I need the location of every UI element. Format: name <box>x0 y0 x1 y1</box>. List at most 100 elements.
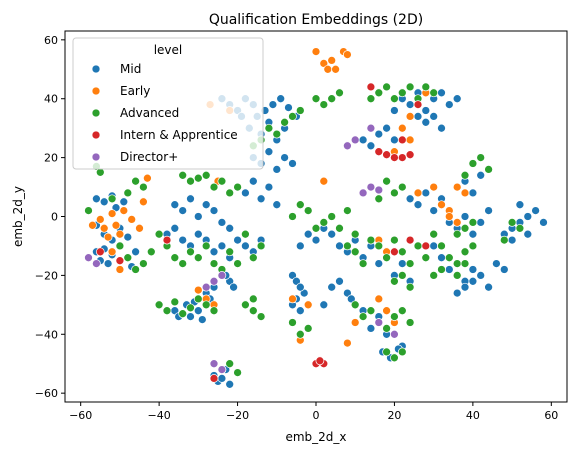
scatter-point <box>107 247 117 257</box>
scatter-point <box>421 188 431 198</box>
scatter-point <box>452 94 462 104</box>
scatter-point <box>460 247 470 257</box>
scatter-point <box>84 206 93 215</box>
scatter-point <box>248 176 258 186</box>
scatter-point <box>397 259 407 268</box>
scatter-point <box>241 188 250 198</box>
scatter-point <box>193 294 203 304</box>
scatter-point <box>515 200 525 210</box>
scatter-point <box>366 141 376 151</box>
scatter-point <box>397 88 407 98</box>
scatter-point <box>186 247 195 257</box>
series-4 <box>84 123 399 374</box>
scatter-point <box>201 170 211 180</box>
y-tick-label: 60 <box>44 34 58 47</box>
scatter-point <box>115 241 125 251</box>
scatter-point <box>397 123 407 133</box>
y-tick-label: 40 <box>44 93 58 106</box>
scatter-point <box>515 223 525 233</box>
scatter-point <box>327 282 337 292</box>
scatter-point <box>405 135 415 145</box>
scatter-point <box>201 241 211 251</box>
x-tick-label: 40 <box>466 409 480 422</box>
scatter-point <box>452 288 462 298</box>
scatter-point <box>397 271 407 280</box>
scatter-point <box>311 223 321 233</box>
scatter-point <box>421 241 431 251</box>
legend-marker <box>91 130 101 140</box>
scatter-point <box>390 106 399 115</box>
scatter-point <box>335 88 344 98</box>
scatter-point <box>437 88 446 98</box>
legend: level Mid Early Advanced Intern & Apprentic… <box>72 37 264 170</box>
scatter-point <box>319 59 329 68</box>
scatter-point <box>193 173 203 183</box>
scatter-point <box>421 253 431 263</box>
scatter-point <box>452 259 462 268</box>
y-axis-label: emb_2d_y <box>11 186 25 247</box>
scatter-point <box>233 368 242 377</box>
x-tick-label: 0 <box>313 409 320 422</box>
x-tick-label: 20 <box>387 409 401 422</box>
scatter-point <box>186 312 195 321</box>
scatter-point <box>358 312 368 321</box>
scatter-point <box>217 176 227 186</box>
scatter-point <box>241 241 250 251</box>
scatter-point <box>256 241 266 251</box>
scatter-point <box>374 241 384 251</box>
scatter-point <box>186 176 195 186</box>
scatter-point <box>99 197 109 207</box>
scatter-point <box>92 259 101 268</box>
scatter-point <box>217 374 227 383</box>
scatter-point <box>523 212 533 221</box>
scatter-point <box>405 100 415 109</box>
scatter-point <box>201 200 211 210</box>
scatter-point <box>143 173 152 183</box>
scatter-point <box>123 253 133 263</box>
scatter-point <box>343 338 352 348</box>
scatter-point <box>358 259 368 268</box>
scatter-point <box>233 259 242 268</box>
scatter-point <box>390 329 399 339</box>
y-tick-label: −60 <box>35 387 58 400</box>
scatter-point <box>327 229 337 239</box>
scatter-point <box>405 259 415 268</box>
scatter-point <box>127 215 137 224</box>
scatter-point <box>437 241 446 251</box>
scatter-point <box>397 182 407 192</box>
scatter-point <box>444 265 454 274</box>
scatter-point <box>437 200 446 210</box>
legend-marker <box>91 108 101 118</box>
scatter-point <box>288 318 297 327</box>
series-2 <box>84 82 525 377</box>
scatter-point <box>468 188 478 198</box>
scatter-point <box>343 206 352 215</box>
scatter-point <box>178 170 188 180</box>
scatter-point <box>248 306 258 316</box>
scatter-point <box>507 218 517 227</box>
scatter-point <box>123 188 133 198</box>
scatter-point <box>390 247 399 257</box>
scatter-point <box>476 218 486 227</box>
scatter-point <box>405 150 415 160</box>
scatter-point <box>193 212 203 221</box>
scatter-point <box>460 212 470 221</box>
scatter-point <box>217 241 227 251</box>
scatter-point <box>429 206 439 215</box>
scatter-point <box>131 247 140 257</box>
scatter-point <box>405 235 415 245</box>
scatter-point <box>484 282 493 292</box>
scatter-point <box>390 276 399 286</box>
scatter-point <box>217 271 227 280</box>
scatter-point <box>193 229 203 239</box>
legend-label: Advanced <box>120 106 179 120</box>
scatter-point <box>444 212 454 221</box>
scatter-point <box>343 50 352 59</box>
x-tick-label: 60 <box>544 409 558 422</box>
scatter-point <box>264 182 274 192</box>
scatter-point <box>111 220 121 230</box>
scatter-point <box>460 282 470 292</box>
scatter-point <box>460 223 470 233</box>
scatter-point <box>468 159 478 168</box>
